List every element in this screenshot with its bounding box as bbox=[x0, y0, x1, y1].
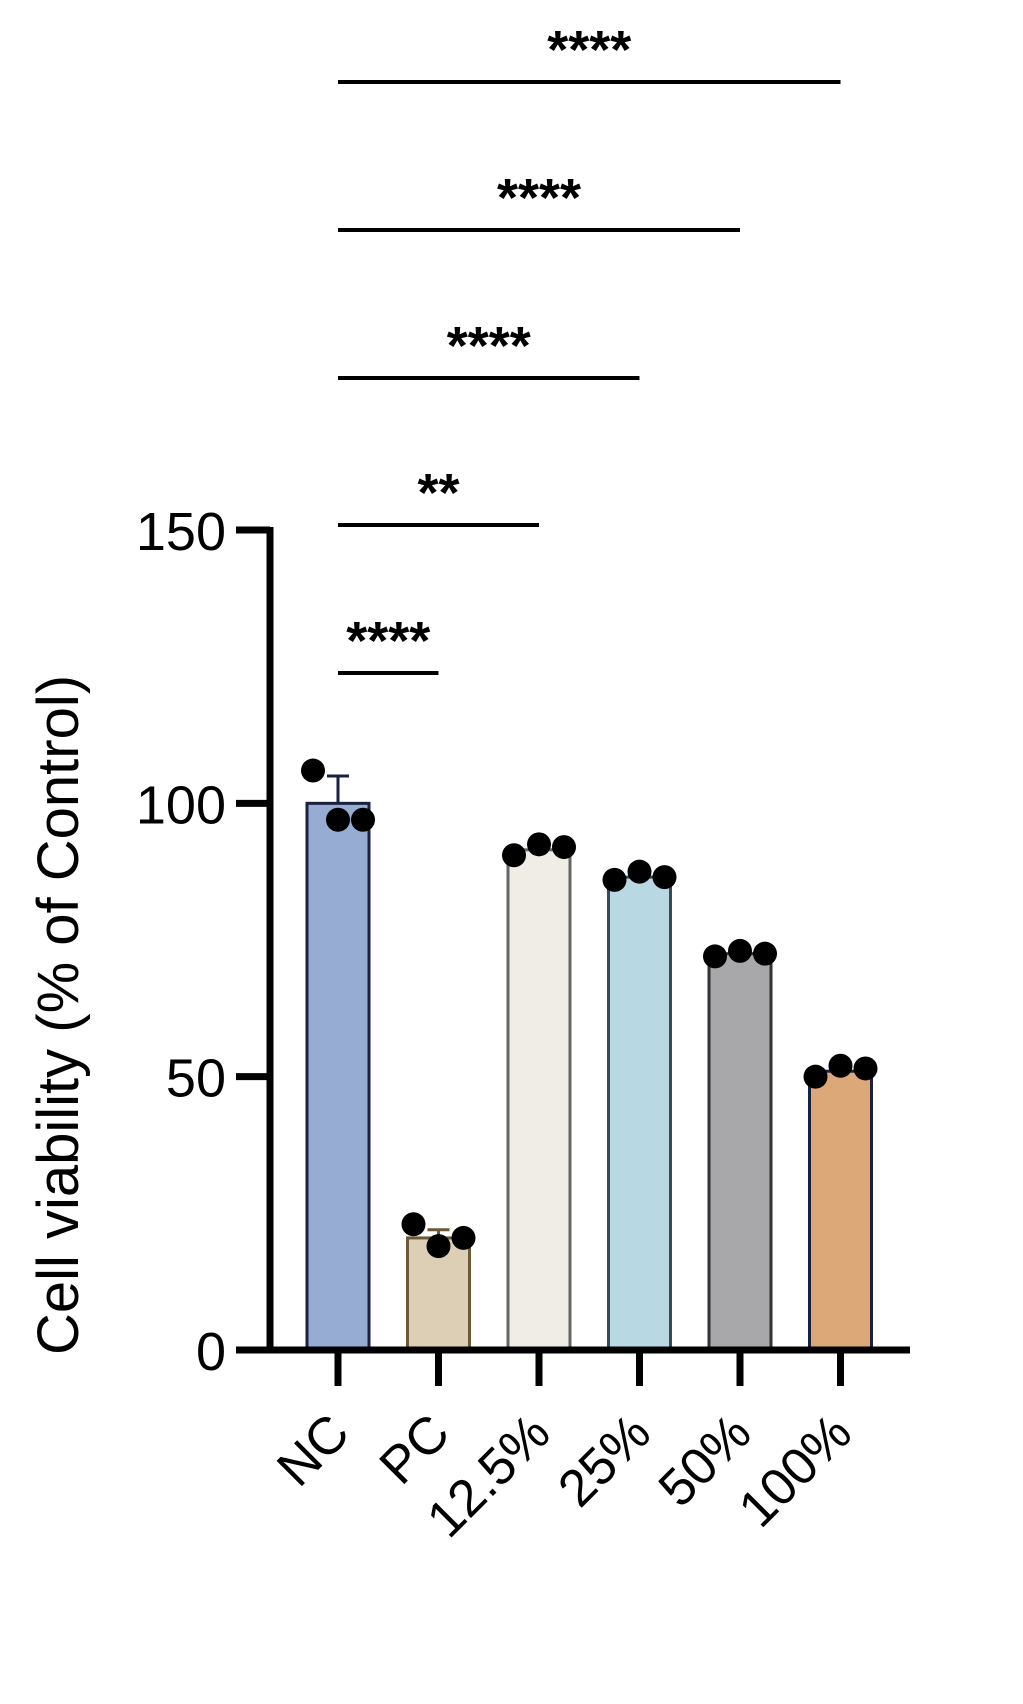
significance-label: **** bbox=[346, 611, 430, 671]
y-tick-label: 100 bbox=[136, 775, 226, 835]
bar-5 bbox=[808, 1069, 873, 1352]
replicate-points bbox=[301, 758, 878, 1259]
bar-4 bbox=[707, 952, 773, 1352]
y-tick-label: 150 bbox=[136, 502, 226, 562]
data-point bbox=[602, 867, 627, 892]
bar-3 bbox=[607, 875, 672, 1352]
data-point bbox=[652, 865, 677, 890]
y-axis-ticks: 0 50 100 150 bbox=[136, 502, 270, 1382]
data-point bbox=[527, 832, 551, 857]
y-tick-label: 0 bbox=[196, 1322, 226, 1382]
x-tick-label: 100% bbox=[728, 1403, 863, 1538]
data-point bbox=[828, 1053, 853, 1078]
data-point bbox=[728, 938, 752, 963]
data-point bbox=[301, 758, 325, 783]
bar-0 bbox=[305, 801, 371, 1352]
data-point bbox=[426, 1234, 451, 1259]
significance-label: **** bbox=[547, 20, 631, 80]
data-point bbox=[627, 859, 652, 884]
significance-label: **** bbox=[497, 168, 581, 228]
data-point bbox=[552, 835, 576, 860]
x-tick-label: NC bbox=[266, 1403, 360, 1497]
data-point bbox=[401, 1212, 426, 1237]
axes bbox=[266, 527, 910, 1354]
data-point bbox=[451, 1225, 476, 1250]
y-axis-label: Cell viability (% of Control) bbox=[26, 675, 91, 1355]
data-point bbox=[502, 843, 526, 868]
bars bbox=[305, 801, 873, 1352]
error-bars bbox=[327, 774, 852, 1238]
data-point bbox=[803, 1064, 828, 1089]
significance-label: **** bbox=[447, 316, 531, 376]
data-point bbox=[351, 807, 375, 832]
data-point bbox=[703, 944, 727, 969]
significance-label: ** bbox=[417, 463, 459, 523]
data-point bbox=[853, 1056, 878, 1081]
bar-2 bbox=[506, 848, 572, 1352]
y-tick-label: 50 bbox=[166, 1049, 226, 1109]
data-point bbox=[326, 807, 350, 832]
data-point bbox=[753, 941, 777, 966]
x-tick-label: 25% bbox=[547, 1403, 662, 1518]
significance-brackets: ****************** bbox=[338, 20, 841, 675]
